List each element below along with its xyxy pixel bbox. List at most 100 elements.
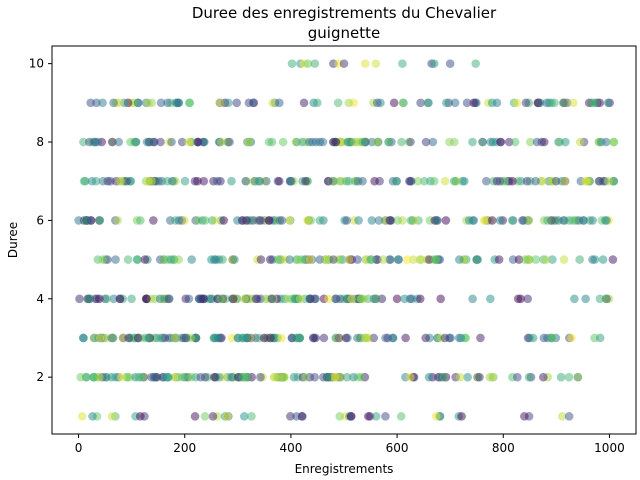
scatter-point — [346, 412, 356, 421]
scatter-point — [409, 255, 418, 264]
scatter-point — [514, 255, 524, 264]
scatter-point — [524, 216, 534, 225]
scatter-point — [310, 372, 320, 382]
scatter-point — [144, 137, 154, 147]
scatter-point — [190, 412, 200, 421]
scatter-point — [374, 216, 384, 225]
scatter-point — [532, 137, 542, 147]
chart-title-line-2: guignette — [308, 24, 380, 42]
scatter-point — [180, 176, 190, 186]
scatter-point — [141, 294, 151, 304]
scatter-point — [227, 372, 236, 382]
scatter-point — [114, 137, 124, 147]
scatter-point — [79, 333, 88, 343]
scatter-point — [89, 372, 98, 382]
scatter-point — [469, 216, 479, 225]
scatter-point — [167, 176, 177, 186]
scatter-point — [440, 176, 450, 186]
scatter-point — [86, 98, 95, 108]
scatter-point — [163, 98, 172, 108]
scatter-point — [244, 137, 254, 147]
scatter-point — [267, 137, 277, 147]
scatter-point — [286, 412, 295, 421]
scatter-point — [347, 294, 356, 304]
scatter-point — [254, 176, 264, 186]
scatter-point — [574, 216, 584, 225]
scatter-point — [400, 294, 409, 304]
scatter-point — [405, 176, 414, 186]
scatter-point — [196, 372, 205, 382]
scatter-point — [310, 59, 320, 68]
scatter-point — [215, 98, 225, 108]
scatter-point — [513, 372, 522, 382]
scatter-point — [468, 294, 477, 304]
scatter-point — [372, 98, 382, 108]
scatter-point — [540, 137, 549, 147]
scatter-point — [417, 255, 426, 264]
scatter-point — [200, 216, 210, 225]
scatter-point — [96, 333, 105, 343]
scatter-point — [598, 255, 608, 264]
scatter-point — [429, 176, 439, 186]
scatter-point — [486, 137, 495, 147]
scatter-point — [564, 372, 574, 382]
scatter-point — [507, 216, 517, 225]
scatter-point — [428, 137, 438, 147]
scatter-point — [358, 137, 368, 147]
scatter-point — [344, 98, 354, 108]
scatter-point — [95, 216, 105, 225]
scatter-point — [149, 372, 159, 382]
scatter-point — [210, 372, 219, 382]
scatter-point — [75, 294, 84, 304]
scatter-point — [588, 255, 597, 264]
scatter-point — [439, 372, 449, 382]
scatter-point — [84, 137, 94, 147]
scatter-point — [471, 59, 480, 68]
scatter-point — [559, 255, 569, 264]
scatter-point — [163, 372, 173, 382]
scatter-point — [292, 412, 301, 421]
scatter-point — [107, 412, 117, 421]
scatter-point — [441, 98, 451, 108]
scatter-point — [523, 294, 533, 304]
scatter-point — [239, 412, 249, 421]
scatter-point — [199, 176, 209, 186]
scatter-point — [156, 333, 165, 343]
scatter-point — [407, 294, 416, 304]
scatter-point — [335, 412, 345, 421]
scatter-point — [595, 294, 605, 304]
scatter-point — [415, 294, 425, 304]
scatter-point — [166, 255, 176, 264]
scatter-point — [560, 176, 570, 186]
scatter-point — [595, 333, 605, 343]
scatter-point — [117, 372, 126, 382]
scatter-point — [575, 255, 584, 264]
scatter-point — [107, 137, 117, 147]
scatter-point — [174, 255, 183, 264]
scatter-point — [455, 372, 465, 382]
scatter-point — [308, 333, 318, 343]
scatter-point — [208, 412, 218, 421]
plot-frame — [51, 45, 637, 435]
scatter-point — [315, 216, 325, 225]
scatter-point — [254, 216, 264, 225]
scatter-point — [423, 98, 433, 108]
x-tick-label: 600 — [386, 441, 409, 455]
scatter-point — [526, 137, 535, 147]
scatter-point — [268, 98, 278, 108]
scatter-point — [265, 255, 275, 264]
scatter-point — [77, 412, 87, 421]
scatter-point — [264, 216, 274, 225]
scatter-point — [463, 372, 472, 382]
scatter-point — [345, 137, 354, 147]
scatter-point — [520, 412, 529, 421]
scatter-point — [608, 255, 618, 264]
scatter-point — [353, 176, 363, 186]
scatter-point — [193, 176, 202, 186]
scatter-point — [223, 412, 232, 421]
scatter-point — [101, 372, 111, 382]
scatter-point — [367, 255, 376, 264]
scatter-point — [429, 59, 439, 68]
scatter-point — [367, 216, 377, 225]
scatter-point — [363, 333, 372, 343]
